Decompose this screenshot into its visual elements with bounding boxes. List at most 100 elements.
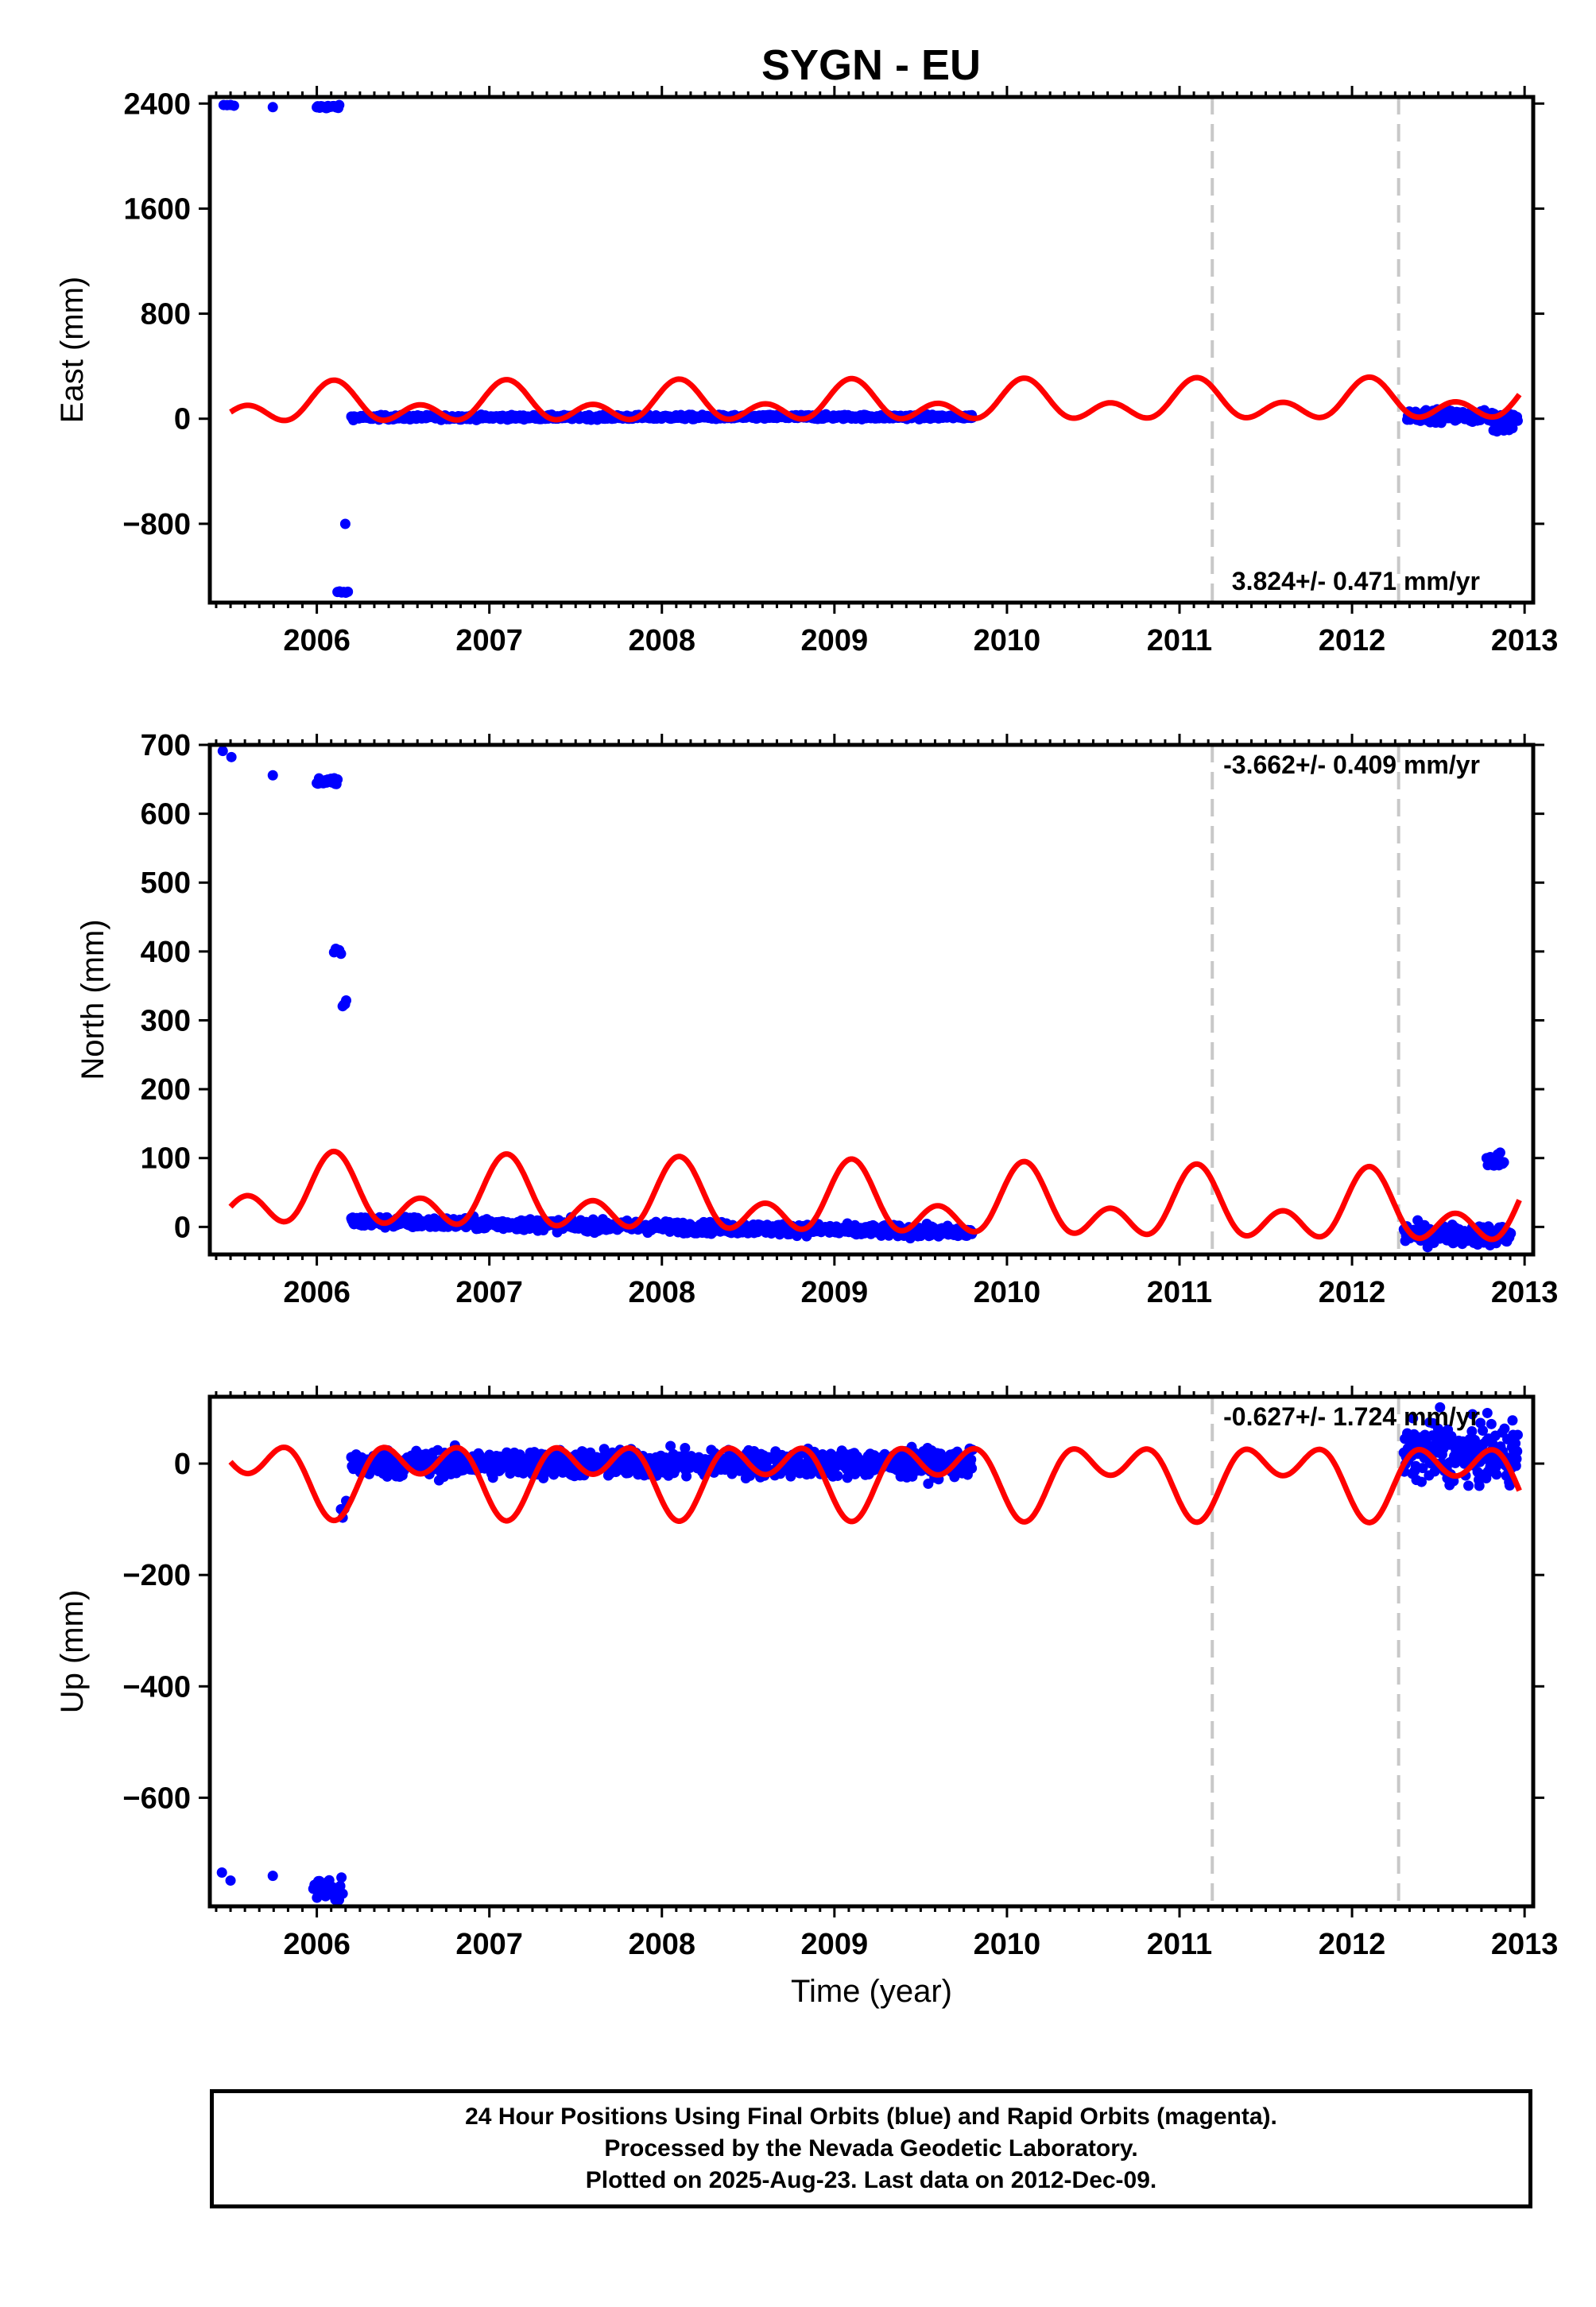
y-tick-label: 800 bbox=[141, 298, 191, 332]
data-point bbox=[335, 948, 347, 960]
x-tick-label: 2006 bbox=[283, 624, 351, 657]
data-point bbox=[1474, 1480, 1485, 1491]
velocity-label: -0.627+/- 1.724 mm/yr bbox=[1223, 1402, 1480, 1431]
data-point bbox=[1467, 1409, 1478, 1420]
data-point bbox=[1507, 1415, 1518, 1426]
data-point bbox=[967, 1463, 978, 1474]
data-point bbox=[1512, 415, 1523, 426]
data-point bbox=[339, 518, 351, 529]
data-point bbox=[336, 1872, 347, 1883]
data-point bbox=[1416, 1476, 1427, 1487]
y-tick-label: −800 bbox=[122, 508, 191, 541]
y-tick-label: 200 bbox=[141, 1073, 191, 1107]
x-tick-label: 2007 bbox=[455, 1928, 523, 1961]
x-axis-label: Time (year) bbox=[791, 1974, 952, 2009]
x-tick-label: 2007 bbox=[455, 1276, 523, 1309]
data-point bbox=[343, 586, 354, 597]
x-tick-label: 2013 bbox=[1491, 1276, 1559, 1309]
data-point bbox=[681, 1471, 692, 1482]
y-tick-label: 2400 bbox=[123, 87, 191, 121]
x-tick-label: 2007 bbox=[455, 624, 523, 657]
data-point bbox=[1491, 1469, 1502, 1480]
x-tick-label: 2009 bbox=[801, 1928, 869, 1961]
caption-line-2: Processed by the Nevada Geodetic Laborat… bbox=[604, 2135, 1138, 2162]
data-point bbox=[1427, 1430, 1438, 1441]
caption-box: 24 Hour Positions Using Final Orbits (bl… bbox=[210, 2089, 1532, 2208]
data-point bbox=[598, 1444, 610, 1455]
y-tick-label: 0 bbox=[174, 1211, 191, 1244]
data-point bbox=[665, 1440, 676, 1452]
data-point bbox=[1507, 423, 1518, 434]
x-tick-label: 2012 bbox=[1319, 1276, 1386, 1309]
data-point bbox=[332, 774, 343, 785]
model-fit-line bbox=[228, 1148, 1522, 1243]
data-point bbox=[216, 1867, 227, 1878]
velocity-label: 3.824+/- 0.471 mm/yr bbox=[1232, 567, 1480, 595]
data-point bbox=[1408, 1413, 1419, 1424]
data-point bbox=[1417, 1463, 1428, 1474]
data-point bbox=[1435, 1402, 1446, 1413]
x-tick-label: 2009 bbox=[801, 624, 869, 657]
data-point bbox=[225, 1875, 236, 1886]
data-point bbox=[1504, 1480, 1515, 1491]
data-point bbox=[1486, 1418, 1497, 1429]
data-point bbox=[1512, 1429, 1523, 1440]
y-tick-label: 400 bbox=[141, 936, 191, 969]
data-point bbox=[487, 1472, 498, 1483]
y-axis-label: North (mm) bbox=[76, 919, 110, 1080]
panel-up: 0 −200 −400 −600 2006 2007 2008 2009 2010 2011 201… bbox=[55, 1386, 1558, 2009]
data-point bbox=[267, 102, 278, 113]
data-point bbox=[1498, 1157, 1509, 1168]
panels: 2400 1600 800 0 −800 2006 2007 2008 2009 2010 2011… bbox=[55, 86, 1558, 2009]
plot-frame bbox=[207, 743, 1536, 1257]
data-point bbox=[1469, 1434, 1480, 1445]
data-point bbox=[832, 1470, 843, 1481]
y-tick-label: 600 bbox=[141, 798, 191, 832]
y-tick-label: 1600 bbox=[123, 192, 191, 226]
y-axis-label: Up (mm) bbox=[55, 1590, 90, 1714]
y-tick-label: 300 bbox=[141, 1004, 191, 1037]
y-tick-label: 700 bbox=[141, 729, 191, 762]
x-tick-label: 2010 bbox=[974, 624, 1041, 657]
data-point bbox=[1466, 1426, 1478, 1437]
caption-line-3: Plotted on 2025-Aug-23. Last data on 201… bbox=[585, 2167, 1157, 2193]
x-tick-label: 2013 bbox=[1491, 1928, 1559, 1961]
data-point bbox=[1499, 1423, 1510, 1434]
x-tick-label: 2011 bbox=[1147, 1928, 1212, 1961]
y-tick-label: −400 bbox=[122, 1670, 191, 1704]
x-tick-label: 2008 bbox=[628, 1276, 695, 1309]
x-tick-label: 2010 bbox=[974, 1276, 1041, 1309]
data-point bbox=[1482, 1407, 1493, 1418]
y-axis-label: East (mm) bbox=[55, 277, 90, 423]
data-point bbox=[1494, 1147, 1505, 1158]
caption-line-1: 24 Hour Positions Using Final Orbits (bl… bbox=[465, 2103, 1277, 2130]
x-tick-label: 2011 bbox=[1147, 1276, 1212, 1309]
data-point bbox=[340, 995, 351, 1006]
data-point bbox=[334, 99, 345, 111]
data-point bbox=[1478, 1425, 1489, 1437]
y-tick-label: −200 bbox=[122, 1559, 191, 1592]
x-tick-label: 2008 bbox=[628, 1928, 695, 1961]
y-tick-label: −600 bbox=[122, 1782, 191, 1815]
data-point bbox=[1463, 1480, 1474, 1491]
y-tick-label: 0 bbox=[174, 1448, 191, 1481]
data-point bbox=[966, 1454, 977, 1465]
y-tick-label: 500 bbox=[141, 867, 191, 900]
data-point bbox=[680, 1442, 691, 1453]
data-point bbox=[1512, 1446, 1523, 1457]
x-tick-label: 2011 bbox=[1147, 624, 1212, 657]
plot-frame bbox=[207, 1394, 1536, 1909]
x-tick-label: 2013 bbox=[1491, 624, 1559, 657]
panel-east: 2400 1600 800 0 −800 2006 2007 2008 2009 2010 2011… bbox=[55, 86, 1558, 657]
velocity-label: -3.662+/- 0.409 mm/yr bbox=[1223, 750, 1480, 779]
data-point bbox=[226, 751, 237, 762]
x-tick-label: 2008 bbox=[628, 624, 695, 657]
positions-east bbox=[218, 99, 1523, 599]
x-tick-label: 2009 bbox=[801, 1276, 869, 1309]
x-tick-label: 2012 bbox=[1319, 1928, 1386, 1961]
x-tick-label: 2006 bbox=[283, 1276, 351, 1309]
data-point bbox=[337, 1888, 348, 1899]
y-tick-label: 0 bbox=[174, 403, 191, 436]
x-tick-label: 2006 bbox=[283, 1928, 351, 1961]
